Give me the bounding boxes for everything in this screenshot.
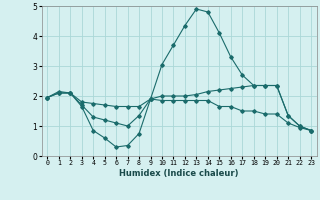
X-axis label: Humidex (Indice chaleur): Humidex (Indice chaleur) [119,169,239,178]
